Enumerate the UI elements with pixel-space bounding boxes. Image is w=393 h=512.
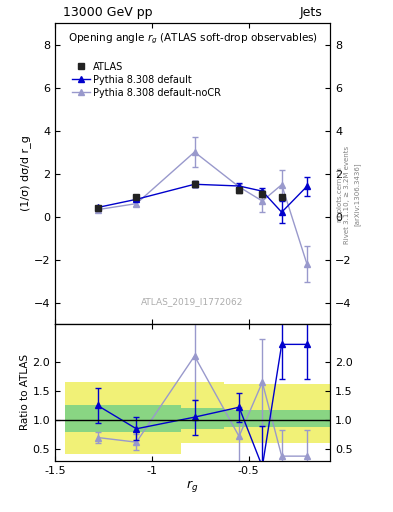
Text: Jets: Jets [299,7,322,19]
Text: ATLAS_2019_I1772062: ATLAS_2019_I1772062 [141,297,244,306]
Y-axis label: Ratio to ATLAS: Ratio to ATLAS [20,354,29,431]
X-axis label: $r_g$: $r_g$ [186,478,199,495]
Y-axis label: (1/σ) dσ/d r_g: (1/σ) dσ/d r_g [20,136,31,211]
Text: mcplots.cern.ch: mcplots.cern.ch [336,166,342,223]
Text: [arXiv:1306.3436]: [arXiv:1306.3436] [354,163,360,226]
Legend: ATLAS, Pythia 8.308 default, Pythia 8.308 default-noCR: ATLAS, Pythia 8.308 default, Pythia 8.30… [68,58,225,101]
Text: Opening angle $r_g$ (ATLAS soft-drop observables): Opening angle $r_g$ (ATLAS soft-drop obs… [68,32,318,47]
Text: Rivet 3.1.10, ≥ 3.2M events: Rivet 3.1.10, ≥ 3.2M events [344,145,350,244]
Text: 13000 GeV pp: 13000 GeV pp [63,7,152,19]
